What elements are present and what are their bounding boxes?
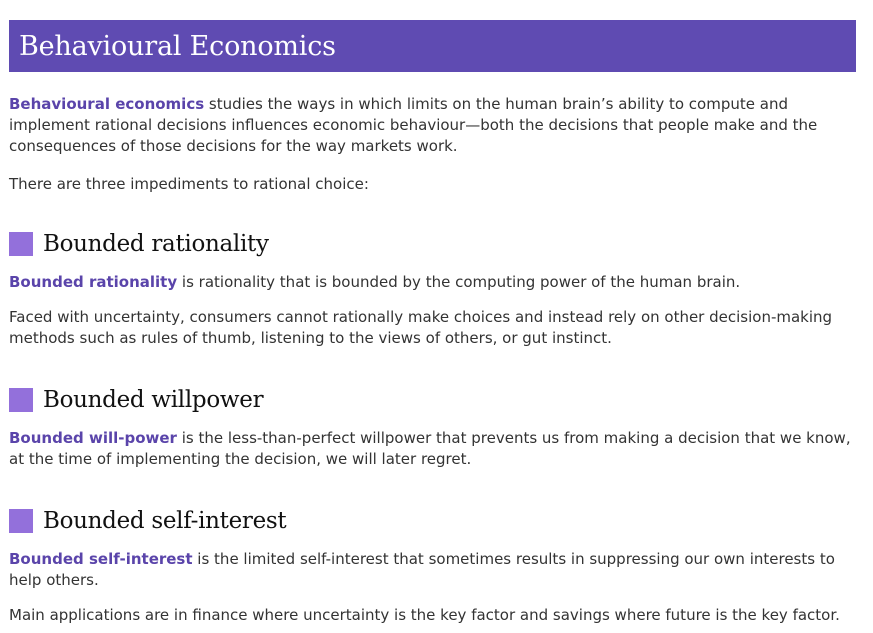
intro-paragraph: Behavioural economics studies the ways i… — [9, 94, 856, 157]
section-heading-bounded-self-interest: Bounded self-interest — [9, 506, 856, 536]
impediments-paragraph: There are three impediments to rational … — [9, 175, 369, 193]
section-title: Bounded willpower — [43, 387, 264, 413]
term-bounded-self-interest: Bounded self-interest — [9, 550, 193, 568]
detail-paragraph: Main applications are in finance where u… — [9, 606, 840, 624]
page-content: Behavioural Economics Behavioural econom… — [9, 20, 856, 626]
definition-text: is rationality that is bounded by the co… — [177, 273, 741, 291]
definition-paragraph: Bounded rationality is rationality that … — [9, 272, 856, 293]
intro-text: studies the ways in which limits on the … — [9, 95, 818, 155]
definition-text: is the less-than-perfect willpower that … — [9, 429, 851, 468]
section-title: Bounded self-interest — [43, 508, 287, 534]
title-bar: Behavioural Economics — [9, 20, 856, 72]
definition-text: is the limited self-interest that someti… — [9, 550, 835, 589]
heading-square-icon — [9, 509, 33, 533]
definition-paragraph: Bounded self-interest is the limited sel… — [9, 549, 856, 591]
detail-paragraph: Faced with uncertainty, consumers cannot… — [9, 308, 833, 347]
term-behavioural-economics: Behavioural economics — [9, 95, 205, 113]
heading-square-icon — [9, 232, 33, 256]
section-heading-bounded-rationality: Bounded rationality — [9, 229, 856, 259]
section-title: Bounded rationality — [43, 231, 269, 257]
page-title: Behavioural Economics — [19, 30, 336, 62]
heading-square-icon — [9, 388, 33, 412]
term-bounded-rationality: Bounded rationality — [9, 273, 178, 291]
section-heading-bounded-willpower: Bounded willpower — [9, 385, 856, 415]
term-bounded-will-power: Bounded will-power — [9, 429, 177, 447]
definition-paragraph: Bounded will-power is the less-than-perf… — [9, 428, 856, 470]
